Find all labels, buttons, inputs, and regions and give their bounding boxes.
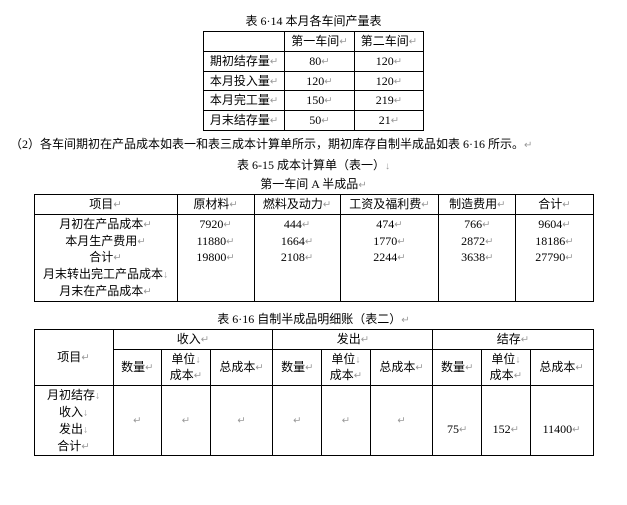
col-item: 项目↵ [34,329,113,385]
row-ending: 月末结存量↵ [203,111,284,131]
sub-total: 总成本↵ [370,349,433,386]
col-item: 项目↵ [34,194,177,214]
cell: 21↵ [354,111,423,131]
cell: 444↵ 1664↵ 2108↵ [254,214,340,301]
cell: 150↵ [285,91,354,111]
sub-qty: 数量↵ [433,349,482,386]
table1: 第一车间↵ 第二车间↵ 期初结存量↵ 80↵ 120↵ 本月投入量↵ 120↵ … [203,31,424,131]
table2: 项目↵ 原材料↵ 燃料及动力↵ 工资及福利费↵ 制造费用↵ 合计↵ 月初在产品成… [34,194,594,302]
row-finished: 本月完工量↵ [203,91,284,111]
cell: 7920↵ 11880↵ 19800↵ [177,214,254,301]
cell: 75↵ [433,386,482,456]
cell: 80↵ [285,51,354,71]
col-workshop1: 第一车间↵ [285,32,354,52]
cell: ↵ [273,386,322,456]
group-in: 收入↵ [113,329,273,349]
cell: 152↵ [482,386,531,456]
sub-unit: 单位↓成本↵ [482,349,531,386]
sub-total: 总成本↵ [530,349,593,386]
cell: 9604↵ 18186↵ 27790↵ [516,214,593,301]
cell: 219↵ [354,91,423,111]
col-overhead: 制造费用↵ [439,194,516,214]
row-labels: 月初结存↓ 收入↓ 发出↓ 合计↵ [34,386,113,456]
cell: ↵ [370,386,433,456]
cell: 120↵ [285,71,354,91]
cell: 474↵ 1770↵ 2244↵ [340,214,439,301]
cell: 120↵ [354,51,423,71]
row-labels: 月初在产品成本↵ 本月生产费用↵ 合计↵ 月末转出完工产品成本↓ 月末在产品成本… [34,214,177,301]
col-wage: 工资及福利费↵ [340,194,439,214]
sub-qty: 数量↵ [113,349,162,386]
row-input: 本月投入量↵ [203,71,284,91]
col-total: 合计↵ [516,194,593,214]
paragraph-2: （2）各车间期初在产品成本如表一和表三成本计算单所示，期初库存自制半成品如表 6… [10,135,617,152]
col-material: 原材料↵ [177,194,254,214]
col-workshop2: 第二车间↵ [354,32,423,52]
group-out: 发出↵ [273,329,433,349]
sub-unit: 单位↓成本↵ [162,349,211,386]
cell: ↵ [322,386,371,456]
table2-title2: 第一车间 A 半成品↵ [10,175,617,192]
table1-title: 表 6·14 本月各车间产量表 [10,12,617,29]
cell: 50↵ [285,111,354,131]
cell: ↵ [210,386,273,456]
blank [203,32,284,52]
cell: ↵ [162,386,211,456]
sub-unit: 单位↓成本↵ [322,349,371,386]
col-fuel: 燃料及动力↵ [254,194,340,214]
table3-title: 表 6·16 自制半成品明细账（表二）↵ [10,310,617,327]
sub-qty: 数量↵ [273,349,322,386]
group-balance: 结存↵ [433,329,593,349]
table3: 项目↵ 收入↵ 发出↵ 结存↵ 数量↵ 单位↓成本↵ 总成本↵ 数量↵ 单位↓成… [34,329,594,457]
cell: 11400↵ [530,386,593,456]
cell: 120↵ [354,71,423,91]
sub-total: 总成本↵ [210,349,273,386]
row-opening: 期初结存量↵ [203,51,284,71]
cell: 766↵ 2872↵ 3638↵ [439,214,516,301]
table2-title1: 表 6-15 成本计算单（表一）↓ [10,156,617,173]
cell: ↵ [113,386,162,456]
